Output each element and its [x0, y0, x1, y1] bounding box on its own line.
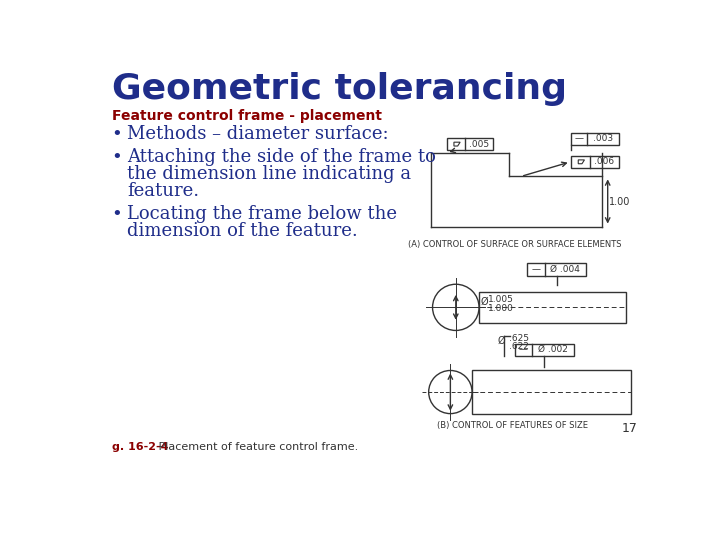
Polygon shape: [454, 142, 460, 146]
Text: —: —: [519, 345, 528, 354]
Text: —: —: [531, 265, 541, 274]
Circle shape: [428, 370, 472, 414]
Text: •: •: [112, 148, 122, 166]
Text: (A) CONTROL OF SURFACE OR SURFACE ELEMENTS: (A) CONTROL OF SURFACE OR SURFACE ELEMEN…: [408, 240, 621, 249]
Bar: [479, 292, 626, 323]
Text: Attaching the side of the frame to: Attaching the side of the frame to: [127, 148, 436, 166]
Text: Ø .004: Ø .004: [551, 265, 580, 274]
Text: 1.000: 1.000: [488, 305, 514, 313]
Polygon shape: [578, 160, 585, 164]
Text: .625: .625: [508, 334, 528, 343]
Text: dimension of the feature.: dimension of the feature.: [127, 222, 358, 240]
Text: .003: .003: [593, 134, 613, 143]
Bar: [570, 156, 618, 168]
Text: Geometric tolerancing: Geometric tolerancing: [112, 72, 567, 106]
Text: Ø .002: Ø .002: [538, 345, 568, 354]
Text: Ø: Ø: [481, 297, 488, 307]
Bar: [570, 132, 618, 145]
Text: .005: .005: [469, 140, 489, 149]
Text: 1.00: 1.00: [609, 197, 631, 207]
Text: Feature control frame - placement: Feature control frame - placement: [112, 110, 382, 124]
Text: g. 16-2-4: g. 16-2-4: [112, 442, 168, 452]
Text: .006: .006: [594, 157, 614, 166]
Text: •: •: [112, 205, 122, 223]
Text: 1.005: 1.005: [488, 295, 514, 304]
Text: (B) CONTROL OF FEATURES OF SIZE: (B) CONTROL OF FEATURES OF SIZE: [437, 421, 588, 429]
Text: the dimension line indicating a: the dimension line indicating a: [127, 165, 411, 183]
Text: Locating the frame below the: Locating the frame below the: [127, 205, 397, 223]
Text: feature.: feature.: [127, 182, 199, 200]
Circle shape: [433, 284, 479, 330]
Text: Ø: Ø: [498, 336, 505, 346]
Bar: [515, 343, 574, 356]
Bar: [472, 370, 631, 414]
Text: 17: 17: [621, 422, 637, 435]
Text: .622: .622: [508, 342, 528, 351]
Text: •: •: [112, 125, 122, 143]
Bar: [527, 264, 586, 276]
Bar: [446, 138, 493, 150]
Text: —: —: [574, 134, 583, 143]
Text: Placement of feature control frame.: Placement of feature control frame.: [148, 442, 359, 452]
Text: Methods – diameter surface:: Methods – diameter surface:: [127, 125, 389, 143]
